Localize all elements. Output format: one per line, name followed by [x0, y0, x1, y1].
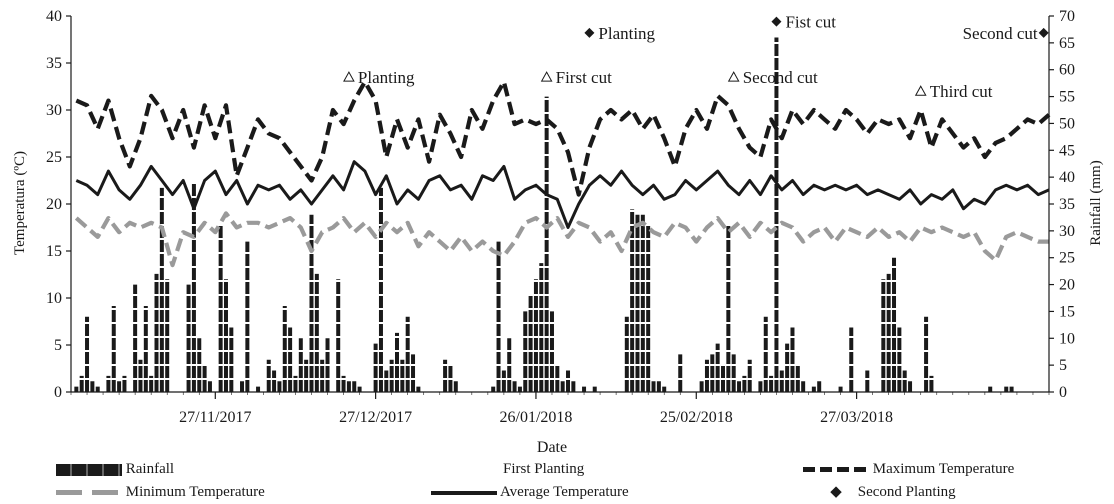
y-axis-right-label: Rainfall (mm) — [1088, 160, 1104, 245]
legend-max-temp: Maximum Temperature — [803, 461, 1014, 477]
annotation-planting: Planting — [584, 24, 656, 43]
legend-label-second-planting: Second Planting — [857, 484, 956, 500]
y-axis-left-label: Temperatura (ºC) — [12, 151, 28, 255]
climate-chart: 0 5 10 15 20 25 30 35 40 0 5 10 15 20 25 30 35 40 45 50 55 60… — [12, 8, 1104, 456]
triangle-icon — [914, 85, 927, 96]
diamond-icon — [771, 16, 782, 27]
legend-label-first-planting: First Planting — [503, 461, 585, 477]
annotation-fist-cut: Fist cut — [771, 13, 836, 32]
series-line-minimum-temperature — [74, 211, 1049, 268]
diamond-icon — [1038, 27, 1049, 38]
min-temp-swatch — [56, 490, 122, 496]
legend-label-avg-temp: Average Temperature — [499, 484, 629, 500]
y-left-tick-label: 30 — [46, 102, 62, 119]
chart-axes: 0 5 10 15 20 25 30 35 40 0 5 10 15 20 25 30 35 40 45 50 55 60… — [46, 8, 1075, 426]
y-right-tick-label: 45 — [1059, 142, 1075, 159]
y-right-tick-label: 10 — [1059, 330, 1075, 347]
x-tick-label: 27/12/2017 — [339, 409, 412, 426]
triangle-icon — [727, 71, 740, 82]
y-right-tick-label: 25 — [1059, 250, 1075, 267]
legend-label-max-temp: Maximum Temperature — [872, 461, 1015, 477]
y-right-tick-label: 35 — [1059, 196, 1075, 213]
y-left-tick-label: 15 — [46, 243, 62, 260]
series-line-maximum-temperature — [75, 79, 1051, 197]
temperature-lines — [74, 79, 1051, 268]
y-right-tick-label: 65 — [1059, 35, 1075, 52]
x-tick-label: 27/03/2018 — [820, 409, 893, 426]
rainfall-bars — [74, 37, 1014, 392]
legend-rainfall: Rainfall — [56, 461, 174, 477]
legend-min-temp: Minimum Temperature — [56, 484, 265, 500]
rainfall-swatch — [56, 463, 122, 476]
y-left-tick-label: 35 — [46, 55, 62, 72]
y-left-tick-label: 25 — [46, 149, 62, 166]
annotation-label: Planting — [598, 24, 655, 43]
annotation-planting: Planting — [343, 68, 415, 87]
y-left-tick-label: 5 — [54, 337, 62, 354]
avg-temp-swatch — [431, 490, 497, 495]
x-tick-label: 25/02/2018 — [660, 409, 733, 426]
y-left-tick-label: 0 — [54, 384, 62, 401]
y-right-tick-label: 30 — [1059, 223, 1075, 240]
annotation-second-cut: Second cut — [963, 24, 1049, 43]
annotation-label: First cut — [556, 68, 612, 87]
x-tick-label: 26/01/2018 — [500, 409, 573, 426]
annotation-label: Second cut — [743, 68, 818, 87]
y-right-tick-label: 15 — [1059, 303, 1075, 320]
y-right-tick-label: 70 — [1059, 8, 1075, 25]
y-left-tick-label: 20 — [46, 196, 62, 213]
series-line-average-temperature — [75, 160, 1050, 229]
y-left-tick-label: 40 — [46, 8, 62, 25]
y-right-tick-label: 60 — [1059, 62, 1075, 79]
legend-first-planting: First Planting — [503, 461, 584, 477]
diamond-icon — [584, 27, 595, 38]
annotation-label: Fist cut — [785, 13, 836, 32]
legend-label-rainfall: Rainfall — [125, 461, 175, 477]
x-tick-label: 27/11/2017 — [179, 409, 251, 426]
legend-avg-temp: Average Temperature — [431, 484, 629, 500]
triangle-icon — [540, 71, 553, 82]
diamond-icon: ◆ — [830, 484, 842, 500]
max-temp-swatch — [803, 467, 869, 473]
event-annotations: Planting First cut Second cut Third cut Plan… — [343, 13, 1049, 101]
y-left-tick-label: 10 — [46, 290, 62, 307]
y-right-tick-label: 55 — [1059, 89, 1075, 106]
legend-label-min-temp: Minimum Temperature — [125, 484, 265, 500]
y-right-tick-label: 50 — [1059, 115, 1075, 132]
annotation-label: Third cut — [930, 82, 993, 101]
annotation-first-cut: First cut — [540, 68, 612, 87]
y-right-tick-label: 20 — [1059, 277, 1075, 294]
annotation-label: Planting — [358, 68, 415, 87]
y-right-tick-label: 40 — [1059, 169, 1075, 186]
y-right-tick-label: 0 — [1059, 384, 1067, 401]
triangle-icon — [343, 71, 355, 82]
y-right-tick-label: 5 — [1059, 357, 1067, 374]
legend-second-planting: ◆ Second Planting — [818, 484, 956, 500]
annotation-label: Second cut — [963, 24, 1038, 43]
annotation-second-cut: Second cut — [727, 68, 818, 87]
annotation-third-cut: Third cut — [914, 82, 993, 101]
x-axis-label: Date — [537, 439, 567, 456]
